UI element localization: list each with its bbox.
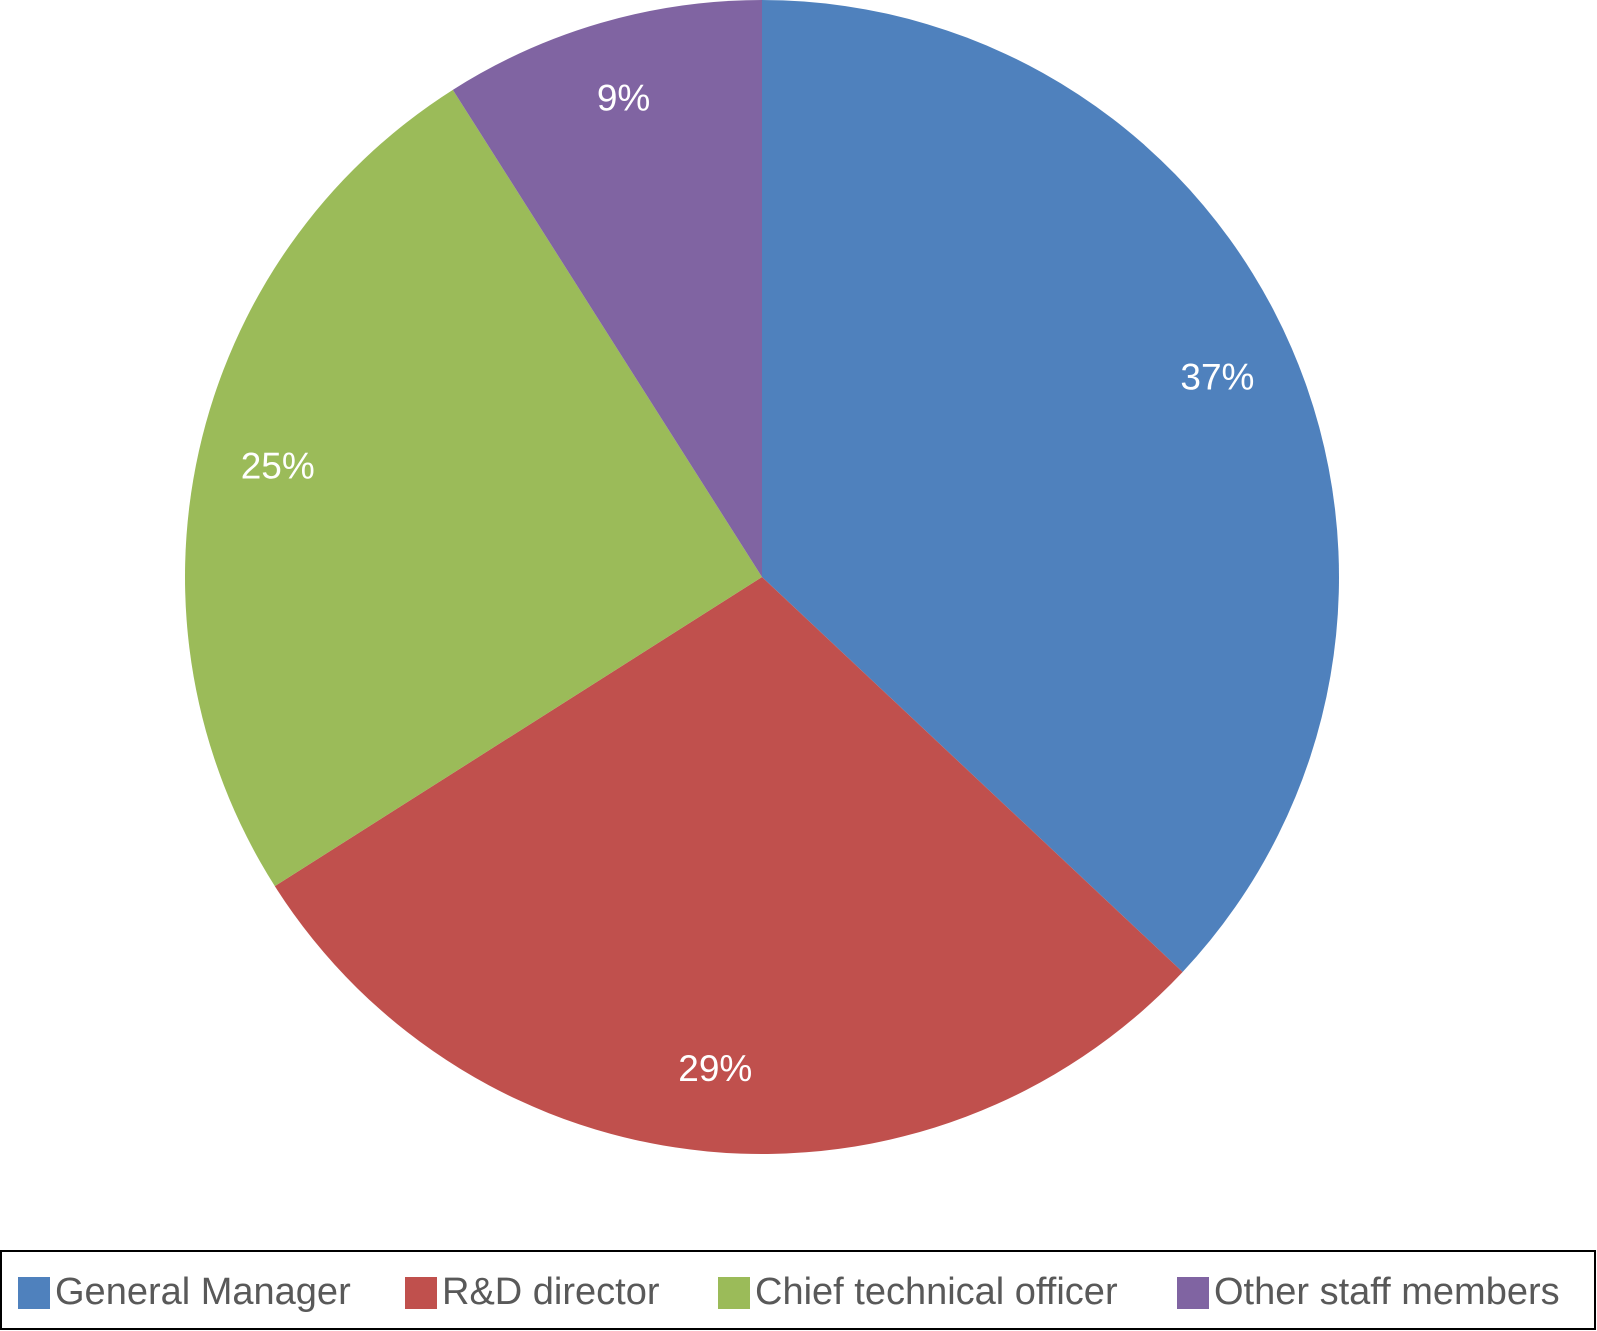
legend-label: R&D director xyxy=(442,1271,660,1313)
legend-label: Other staff members xyxy=(1214,1271,1560,1313)
pie-slice xyxy=(452,0,762,577)
pie-slice xyxy=(762,0,1339,972)
data-label: 25% xyxy=(241,446,315,487)
legend-box xyxy=(0,1250,1596,1330)
pie-slice xyxy=(274,577,1183,1154)
legend-label: Chief technical officer xyxy=(755,1271,1118,1313)
data-label: 29% xyxy=(678,1048,752,1089)
pie-slice xyxy=(184,89,762,887)
data-label: 37% xyxy=(1180,357,1254,398)
legend-swatch xyxy=(718,1277,750,1309)
legend-swatch xyxy=(405,1277,437,1309)
data-label: 9% xyxy=(597,77,650,118)
legend-swatch xyxy=(1177,1277,1209,1309)
legend-swatch xyxy=(18,1277,50,1309)
legend-label: General Manager xyxy=(55,1271,351,1313)
